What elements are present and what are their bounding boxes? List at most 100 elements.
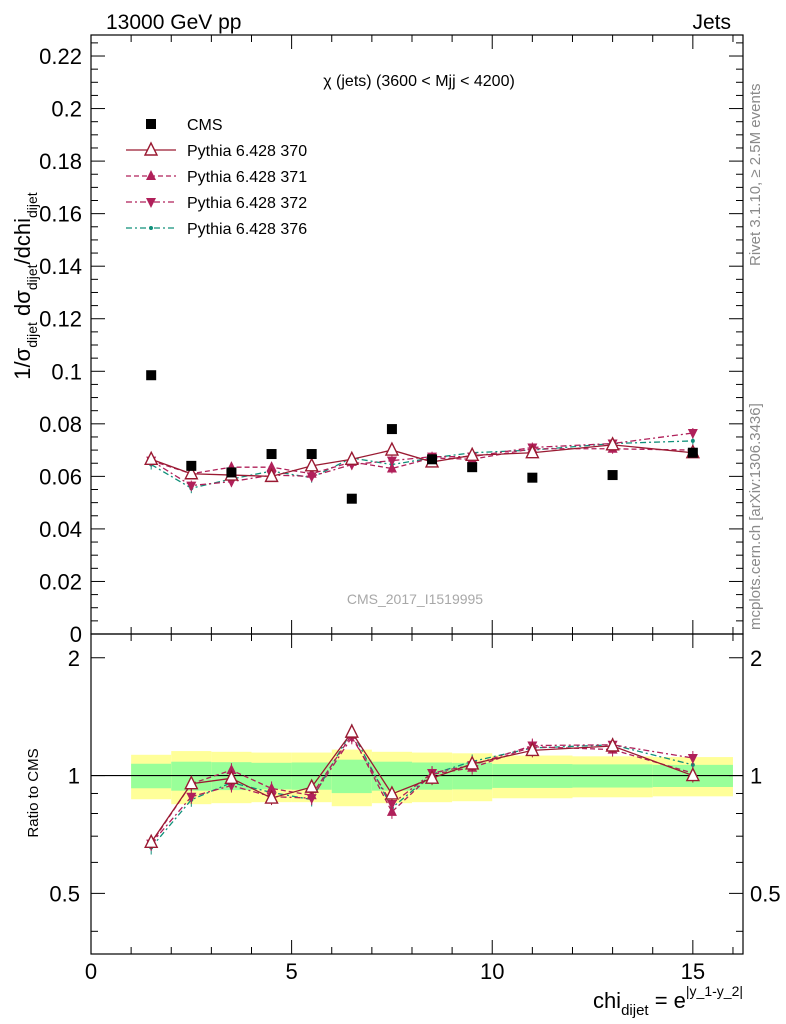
point-pythia-6-428-370 [144, 450, 159, 465]
series-line-pythia-6-428-371 [150, 448, 693, 475]
ratio-tick-label: 1 [68, 764, 80, 789]
ratio-point-pythia-6-428-370 [304, 778, 319, 793]
rivet-label: Rivet 3.1.10, ≥ 2.5M events [747, 84, 764, 267]
cms-point [346, 493, 357, 504]
y-tick-label: 0.06 [39, 464, 82, 489]
legend-cms-label: CMS [187, 117, 223, 134]
point-pythia-6-428-371 [386, 462, 397, 473]
watermark: CMS_2017_I1519995 [347, 591, 483, 607]
ratio-point-pythia-6-428-371 [306, 789, 317, 800]
cms-point [186, 460, 197, 471]
y-tick-label: 0.02 [39, 569, 82, 594]
ratio-point-pythia-6-428-370 [384, 785, 400, 800]
point-pythia-6-428-370 [525, 444, 540, 459]
legend-marker [146, 198, 156, 208]
ratio-point-pythia-6-428-371 [266, 782, 277, 793]
ratio-tick-label-right: 1 [750, 764, 762, 789]
cms-point [146, 370, 157, 381]
data-series [144, 370, 700, 855]
series-line-pythia-6-428-370 [150, 444, 693, 478]
cms-point [386, 424, 397, 435]
x-tick-label: 0 [85, 959, 97, 984]
x-tick-label: 5 [285, 959, 297, 984]
y-tick-label: 0.14 [39, 254, 82, 279]
ratio-line-pythia-6-428-371 [150, 733, 694, 844]
point-pythia-6-428-370 [264, 467, 279, 483]
legend-cms-marker [146, 119, 156, 129]
ratio-tick-label: 2 [68, 646, 80, 671]
y-tick-label: 0.08 [39, 412, 82, 437]
y-axis-title-b: dσ [10, 290, 35, 322]
ratio-point-pythia-6-428-370 [685, 767, 700, 782]
legend-label: Pythia 6.428 372 [187, 195, 307, 212]
x-axis-title-eq: = e [649, 988, 686, 1013]
point-pythia-6-428-370 [304, 457, 319, 472]
point-pythia-6-428-370 [344, 450, 359, 465]
plot-frames [90, 34, 744, 955]
y-axis-title: 1/σdijet dσdijet/dchidijet [10, 192, 40, 380]
ratio-point-pythia-6-428-372 [186, 792, 197, 803]
ratio-point-pythia-6-428-370 [144, 833, 159, 849]
plot-title: χ (jets) (3600 < Mjj < 4200) [323, 73, 515, 90]
point-pythia-6-428-372 [386, 456, 397, 467]
legend: CMS Pythia 6.428 370 Pythia 6.428 371 Pythi… [126, 117, 307, 238]
ratio-point-pythia-6-428-371 [226, 764, 237, 775]
legend-label: Pythia 6.428 371 [187, 169, 307, 186]
point-pythia-6-428-370 [605, 436, 620, 451]
ratio-point-pythia-6-428-370 [424, 769, 440, 784]
ratio-point-pythia-6-428-370 [525, 741, 540, 757]
ratio-point-pythia-6-428-370 [344, 723, 359, 738]
ratio-point-pythia-6-428-371 [386, 805, 397, 816]
ratio-frame [90, 633, 744, 955]
ratio-tick-label-right: 2 [750, 646, 762, 671]
y-axis-title-b-sub: dijet [24, 264, 40, 290]
y-axis-title-c-sub: dijet [24, 192, 40, 218]
point-pythia-6-428-370 [384, 441, 400, 456]
x-axis-title-sub: dijet [621, 1002, 649, 1019]
cms-point [527, 472, 538, 483]
mcplots-label: mcplots.cern.ch [arXiv:1306.3436] [747, 403, 764, 630]
y-tick-label: 0.2 [51, 97, 82, 122]
point-pythia-6-428-370 [184, 465, 199, 480]
cms-point [607, 470, 618, 481]
x-axis-title: chidijet = e|y_1-y_2| [593, 983, 743, 1019]
point-pythia-6-428-370 [465, 446, 480, 462]
y-tick-label: 0.22 [39, 44, 82, 69]
cms-point [226, 467, 237, 478]
cms-point [467, 462, 478, 473]
ratio-tick-label-right: 0.5 [750, 881, 781, 906]
ratio-line-pythia-6-428-370 [150, 730, 694, 843]
y-tick-label: 0.04 [39, 517, 82, 542]
y-tick-label: 0.16 [39, 202, 82, 227]
y-axis-title-a-sub: dijet [24, 322, 40, 348]
y-axis-title-a: 1/σ [10, 347, 35, 379]
ratio-point-pythia-6-428-370 [465, 755, 480, 770]
point-pythia-6-428-371 [266, 461, 277, 472]
series-line-pythia-6-428-372 [150, 432, 693, 487]
legend-label: Pythia 6.428 376 [187, 221, 307, 238]
cms-point [266, 449, 277, 460]
x-axis-title-base: chi [593, 988, 621, 1013]
band-stat [331, 759, 372, 794]
legend-marker [149, 226, 153, 230]
ratio-point-pythia-6-428-372 [687, 754, 698, 765]
x-axis-title-sup: |y_1-y_2| [686, 983, 743, 999]
y-tick-label: 0.18 [39, 149, 82, 174]
ratio-point-pythia-6-428-370 [264, 789, 279, 804]
header-energy: 13000 GeV pp [106, 11, 241, 34]
y-axis-title-c: /dchi [10, 218, 35, 264]
y-tick-label: 0.12 [39, 307, 82, 332]
cms-point [306, 449, 317, 460]
header-process: Jets [692, 11, 731, 34]
legend-label: Pythia 6.428 370 [187, 143, 307, 160]
x-tick-label: 10 [480, 959, 504, 984]
ratio-point-pythia-6-428-370 [224, 769, 239, 785]
x-tick-label: 15 [681, 959, 705, 984]
axis-ticks: 0 5 10 15 0 0.02 0.04 0.06 0.08 0.1 0.12 0.14 0.16 0.… [39, 35, 781, 984]
legend-marker [143, 141, 159, 156]
cms-point [687, 447, 698, 458]
point-pythia-6-428-371 [306, 467, 317, 478]
point-pythia-6-428-372 [687, 429, 698, 440]
legend-marker [146, 170, 156, 180]
